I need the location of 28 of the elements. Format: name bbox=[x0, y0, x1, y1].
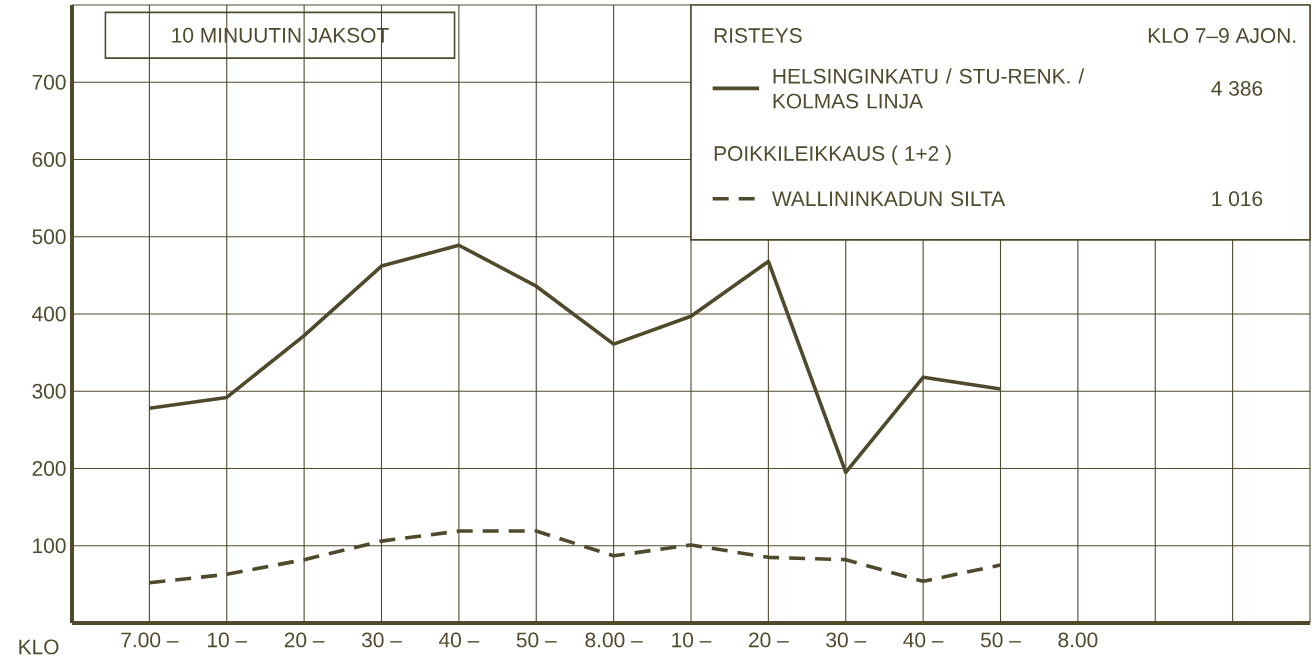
x-tick-label: 50 – bbox=[516, 632, 557, 648]
x-tick-label: 10 – bbox=[207, 632, 248, 648]
legend-title: RISTEYS bbox=[714, 28, 802, 43]
y-tick-label: 500 bbox=[32, 229, 66, 245]
annotation: 4 386 bbox=[1211, 80, 1263, 96]
x-tick-label: 8.00 bbox=[1058, 632, 1098, 648]
y-tick-label: 300 bbox=[32, 383, 66, 399]
x-tick-label: 8.00 – bbox=[585, 632, 643, 648]
x-tick-label: 30 – bbox=[826, 632, 867, 648]
legend-label: HELSINGINKATU / STU-RENK. / KOLMAS LINJA bbox=[773, 68, 1085, 109]
legend-label: WALLININKADUN SILTA bbox=[771, 191, 1006, 207]
x-tick-label: 10 – bbox=[672, 632, 712, 648]
x-tick-label: 50 – bbox=[980, 632, 1021, 648]
x-tick-label: 7.00 – bbox=[121, 632, 179, 648]
x-tick-label: 40 – bbox=[903, 632, 944, 648]
x-axis-title: KLO bbox=[19, 639, 59, 655]
annotation: POIKKILEIKKAUS ( 1+2 ) bbox=[714, 145, 951, 166]
y-tick-label: 200 bbox=[32, 461, 66, 476]
annotation: KLO 7–9 AJON. bbox=[1148, 28, 1296, 43]
x-tick-label: 20 – bbox=[749, 632, 789, 648]
x-tick-label: 40 – bbox=[439, 632, 480, 648]
x-tick-label: 30 – bbox=[361, 632, 402, 648]
y-tick-label: 100 bbox=[33, 538, 66, 554]
y-tick-label: 600 bbox=[32, 152, 66, 167]
annotation: 1 016 bbox=[1212, 191, 1263, 207]
y-tick-label: 400 bbox=[32, 306, 66, 322]
x-tick-label: 20 – bbox=[284, 632, 325, 648]
y-tick-label: 700 bbox=[32, 74, 66, 90]
